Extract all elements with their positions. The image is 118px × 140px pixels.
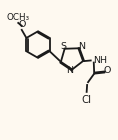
Text: O: O (103, 66, 110, 75)
Text: NH: NH (93, 56, 107, 65)
Text: S: S (61, 42, 67, 51)
Text: N: N (66, 66, 73, 75)
Text: O: O (18, 20, 25, 29)
Text: Cl: Cl (82, 95, 92, 105)
Text: OCH₃: OCH₃ (6, 13, 29, 22)
Text: N: N (78, 42, 85, 51)
